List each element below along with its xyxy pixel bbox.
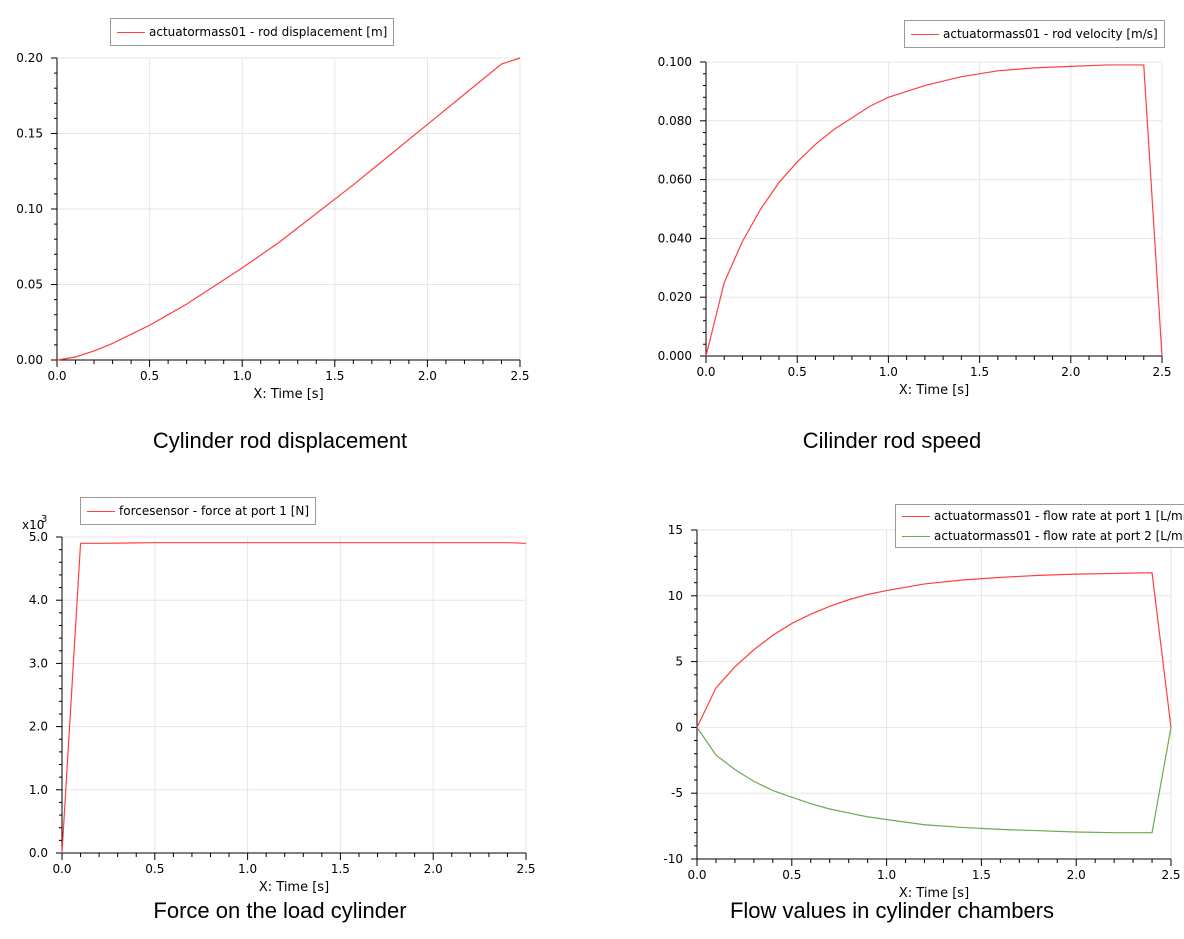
y-multiplier-exponent: 3 — [41, 514, 47, 525]
x-tick-label: 2.0 — [424, 862, 443, 876]
x-tick-label: 2.5 — [510, 369, 529, 383]
legend-entry: actuatormass01 - rod displacement [m] — [117, 22, 387, 42]
y-tick-label: 0.080 — [658, 114, 692, 128]
y-tick-label: 0.000 — [658, 349, 692, 363]
x-tick-label: 0.5 — [145, 862, 164, 876]
legend: actuatormass01 - rod displacement [m] — [110, 18, 395, 46]
x-axis-label: X: Time [s] — [899, 383, 969, 398]
x-tick-label: 0.5 — [140, 369, 159, 383]
chart-force: 0.0 0.5 1.0 1.5 2.0 2.5 0.0 1.0 2.0 3.0 4.0 5.0 x10 3… — [0, 480, 560, 939]
grid — [705, 61, 1163, 357]
y-tick-label: 0.060 — [658, 173, 692, 187]
series-line-2 — [696, 727, 1172, 834]
chart-rod-displacement: 0.0 0.5 1.0 1.5 2.0 2.5 0.00 0.05 0.10 0.15 0.20 X:… — [0, 0, 560, 470]
y-tick-label: 3.0 — [29, 656, 48, 670]
y-tick-label: 0.040 — [658, 231, 692, 245]
x-tick-label: 1.5 — [972, 868, 991, 882]
x-tick-label: 2.5 — [516, 862, 535, 876]
x-tick-label: 0.0 — [696, 365, 715, 379]
legend-swatch — [902, 535, 930, 537]
x-tick-label: 2.0 — [418, 369, 437, 383]
series-line-1 — [705, 64, 1163, 357]
x-axis-label: X: Time [s] — [899, 886, 969, 901]
legend: actuatormass01 - rod velocity [m/s] — [904, 20, 1165, 48]
x-tick-label: 2.0 — [1067, 868, 1086, 882]
y-tick-label: -10 — [663, 852, 683, 866]
legend-entry: actuatormass01 - rod velocity [m/s] — [911, 24, 1158, 44]
y-multiplier: x10 — [22, 518, 44, 532]
x-tick-label: 0.0 — [52, 862, 71, 876]
grid — [696, 529, 1172, 860]
x-tick-label: 1.5 — [331, 862, 350, 876]
legend-swatch — [117, 31, 145, 33]
grid — [56, 57, 521, 361]
x-tick-label: 0.0 — [47, 369, 66, 383]
grid — [61, 536, 527, 854]
x-tick-label: 2.5 — [1161, 868, 1180, 882]
series-line-1 — [61, 542, 527, 854]
series-line-1 — [696, 572, 1172, 728]
x-tick-label: 1.5 — [970, 365, 989, 379]
legend-label: forcesensor - force at port 1 [N] — [119, 504, 310, 518]
y-tick-label: 2.0 — [29, 720, 48, 734]
legend-swatch — [902, 515, 930, 517]
x-tick-label: 1.0 — [233, 369, 252, 383]
x-tick-label: 0.5 — [782, 868, 801, 882]
y-tick-label: 0.00 — [16, 353, 43, 367]
chart-rod-speed: 0.0 0.5 1.0 1.5 2.0 2.5 0.000 0.020 0.040 0.060 0.… — [600, 0, 1184, 470]
chart-flow: 0.0 0.5 1.0 1.5 2.0 2.5 -10 -5 0 5 10 15 X: Time [s]… — [600, 480, 1184, 939]
y-tick-label: 0.15 — [16, 127, 43, 141]
chart-caption: Flow values in cylinder chambers — [729, 898, 1055, 923]
legend: forcesensor - force at port 1 [N] — [80, 497, 317, 525]
y-tick-label: 0.020 — [658, 290, 692, 304]
x-tick-label: 1.0 — [877, 868, 896, 882]
y-tick-label: 0 — [675, 720, 683, 734]
legend-swatch — [911, 33, 939, 35]
legend-label: actuatormass01 - rod displacement [m] — [149, 25, 388, 39]
y-tick-label: 0.10 — [16, 202, 43, 216]
y-tick-label: 10 — [668, 589, 683, 603]
y-tick-label: 0.0 — [29, 846, 48, 860]
plot-area: 0.0 0.5 1.0 1.5 2.0 2.5 0.0 1.0 2.0 3.0 4.0 5.0x103… — [22, 514, 536, 895]
plot-area: 0.0 0.5 1.0 1.5 2.0 2.5 0.00 0.05 0.10 0.15 0.20 X:… — [16, 51, 529, 402]
y-tick-label: -5 — [671, 786, 683, 800]
x-tick-label: 1.0 — [879, 365, 898, 379]
x-tick-label: 0.0 — [687, 868, 706, 882]
x-axis-label: X: Time [s] — [253, 387, 323, 402]
legend-label: actuatormass01 - flow rate at port 1 [L/… — [934, 509, 1184, 523]
legend-label: actuatormass01 - rod velocity [m/s] — [943, 27, 1158, 41]
y-tick-label: 0.05 — [16, 278, 43, 292]
y-tick-label: 15 — [668, 523, 683, 537]
legend-entry: forcesensor - force at port 1 [N] — [87, 501, 309, 521]
legend-label: actuatormass01 - flow rate at port 2 [L/… — [934, 529, 1184, 543]
legend-entry: actuatormass01 - flow rate at port 1 [L/… — [902, 506, 1184, 526]
y-tick-label: 5.0 — [29, 530, 48, 544]
plot-area: 0.0 0.5 1.0 1.5 2.0 2.5 -10 -5 0 5 10 15 X: Time [s] — [663, 523, 1180, 901]
chart-caption: Cylinder rod displacement — [152, 428, 408, 453]
series-line-1 — [56, 57, 521, 361]
y-tick-label: 0.20 — [16, 51, 43, 65]
x-tick-label: 2.0 — [1061, 365, 1080, 379]
y-tick-label: 0.100 — [658, 55, 692, 69]
legend-swatch — [87, 510, 115, 512]
plot-area: 0.0 0.5 1.0 1.5 2.0 2.5 0.000 0.020 0.040 0.060 0.… — [658, 55, 1172, 398]
x-axis-label: X: Time [s] — [259, 880, 329, 895]
chart-caption: Force on the load cylinder — [153, 898, 407, 923]
chart-caption: Cilinder rod speed — [802, 428, 982, 453]
x-tick-label: 1.0 — [238, 862, 257, 876]
y-tick-label: 4.0 — [29, 593, 48, 607]
legend: actuatormass01 - flow rate at port 1 [L/… — [895, 504, 1184, 548]
legend-entry: actuatormass01 - flow rate at port 2 [L/… — [902, 526, 1184, 546]
x-tick-label: 0.5 — [788, 365, 807, 379]
y-tick-label: 1.0 — [29, 783, 48, 797]
x-tick-label: 1.5 — [325, 369, 344, 383]
y-tick-label: 5 — [675, 655, 683, 669]
x-tick-label: 2.5 — [1152, 365, 1171, 379]
